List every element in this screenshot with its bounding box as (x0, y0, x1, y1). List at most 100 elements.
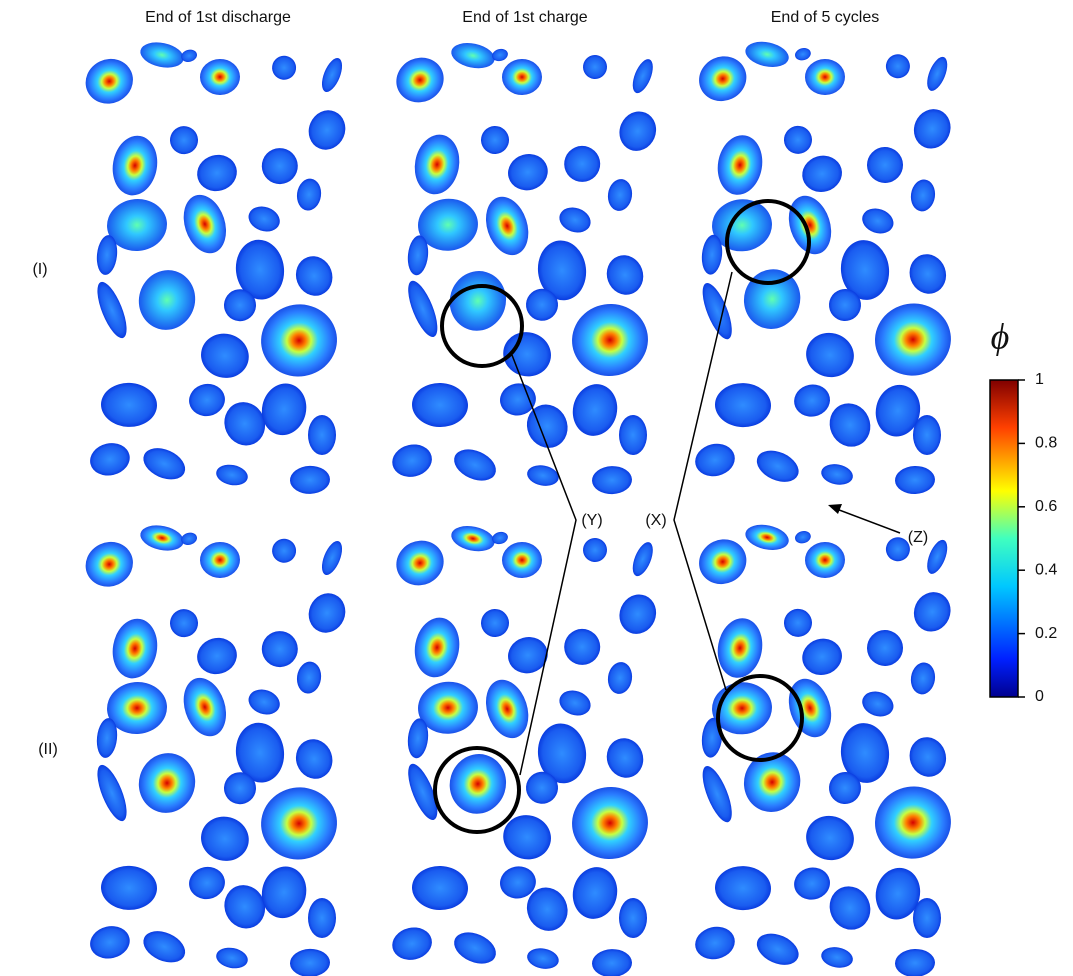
particle (607, 662, 633, 694)
particle (572, 867, 618, 919)
particle (248, 689, 280, 715)
particle (183, 677, 227, 737)
annotation: (X) (645, 512, 666, 529)
particle (138, 753, 196, 813)
particle (200, 58, 240, 95)
particle (308, 110, 346, 150)
particle (537, 723, 587, 784)
particle (805, 58, 845, 96)
particle (788, 195, 832, 255)
panel-image (85, 525, 346, 976)
particle (296, 178, 322, 211)
particle (885, 537, 910, 562)
particle (592, 949, 632, 976)
particle (308, 415, 336, 455)
particle (407, 235, 429, 276)
highlight-circle (433, 746, 521, 834)
particle (500, 866, 536, 899)
particle (412, 865, 468, 911)
particle (699, 539, 747, 585)
particle (321, 58, 343, 92)
particle (454, 932, 496, 964)
particle (201, 816, 249, 861)
particle (90, 926, 130, 959)
particle (223, 772, 256, 805)
particle (503, 815, 551, 860)
panel-image (392, 43, 657, 495)
particle (875, 384, 921, 437)
particle (913, 109, 951, 149)
particle (794, 867, 830, 900)
particle (261, 383, 307, 436)
particle (829, 289, 861, 321)
particle (451, 43, 495, 69)
particle (526, 771, 559, 804)
highlight-circle (440, 284, 524, 368)
particle (537, 240, 587, 301)
particle (783, 608, 812, 637)
particle (840, 723, 890, 783)
particle (583, 538, 607, 562)
particle (85, 58, 133, 104)
particle (235, 239, 285, 300)
particle (895, 465, 935, 495)
particle (272, 55, 297, 80)
callouts (433, 199, 901, 834)
particle (321, 541, 343, 575)
panel-image (85, 42, 346, 494)
particle (606, 255, 644, 295)
particle (481, 126, 509, 154)
particle (805, 541, 845, 579)
particle (745, 41, 789, 67)
particle (875, 786, 951, 859)
particle (559, 690, 591, 716)
particle (107, 681, 167, 735)
particle (143, 931, 186, 963)
particle (181, 49, 197, 62)
particle (821, 947, 853, 968)
particle (910, 179, 936, 212)
particle (909, 737, 947, 777)
particle (867, 630, 903, 666)
particle (743, 752, 801, 812)
particle (272, 538, 297, 563)
particle (140, 525, 184, 551)
particle (927, 539, 948, 574)
colorbar-tick-label: 0.2 (1035, 625, 1057, 642)
colorbar-tick-label: 0 (1035, 688, 1044, 705)
particle (783, 125, 812, 154)
particle (895, 948, 935, 976)
particle (572, 303, 648, 377)
particle (875, 867, 921, 920)
particle (224, 885, 266, 929)
particle (794, 384, 830, 417)
colorbar (989, 379, 1019, 698)
particle (107, 198, 167, 252)
particle (702, 283, 732, 340)
particle (526, 404, 568, 448)
particle (295, 739, 333, 779)
particle (451, 526, 495, 552)
colorbar-tick-label: 0.4 (1035, 561, 1057, 578)
particle (189, 383, 225, 417)
particle (527, 465, 559, 486)
row-label: (I) (32, 261, 47, 278)
particle (96, 235, 118, 275)
particle (527, 948, 559, 969)
particle (806, 815, 854, 861)
particle (112, 135, 158, 196)
particle (308, 593, 346, 633)
particle (701, 234, 723, 275)
leader-line (673, 271, 733, 691)
particle (840, 240, 890, 300)
particle (261, 148, 298, 185)
particle (216, 464, 248, 486)
particle (867, 147, 903, 183)
particle (408, 763, 438, 820)
particle (619, 111, 657, 151)
particle (418, 681, 478, 734)
particle (829, 772, 861, 804)
particle (717, 618, 763, 678)
particle (261, 304, 337, 377)
